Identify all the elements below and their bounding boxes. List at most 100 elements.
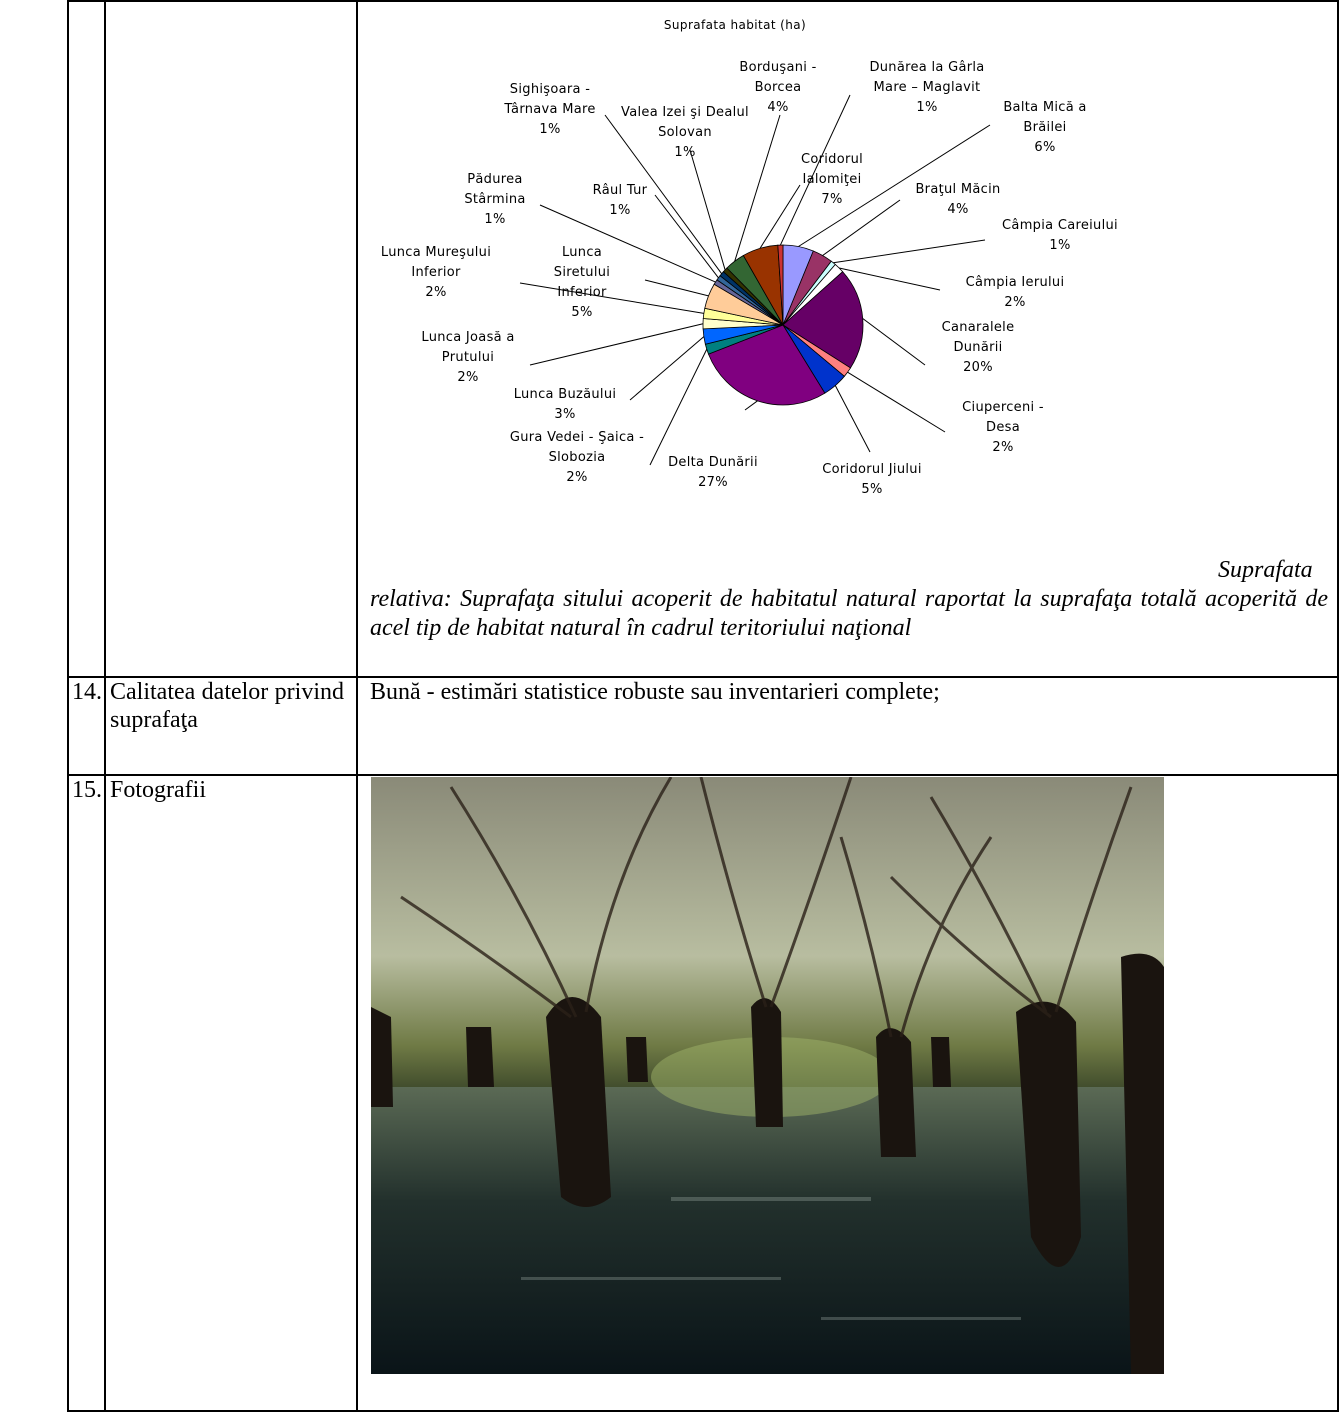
- slice-name: Lunca Joasă a Prutului: [421, 330, 515, 365]
- slice-percent: 4%: [767, 100, 789, 115]
- slice-percent: 20%: [963, 360, 993, 375]
- row-label: Fotografii: [110, 777, 206, 803]
- slice-label: Coridorul Jiului 5%: [817, 460, 927, 500]
- slice-label: Canaralele Dunării 20%: [933, 318, 1023, 378]
- leader-line: [744, 400, 758, 411]
- leader-line: [779, 94, 851, 246]
- table-border: [67, 0, 69, 1412]
- slice-name: Braţul Măcin: [915, 182, 1001, 197]
- slice-percent: 2%: [457, 370, 479, 385]
- slice-percent: 3%: [554, 407, 576, 422]
- row-number: 14.: [72, 679, 102, 705]
- slice-percent: 1%: [1049, 238, 1071, 253]
- slice-label: Câmpia Careiului 1%: [990, 216, 1130, 256]
- leader-line: [644, 279, 709, 297]
- row-value: Bună - estimări statistice robuste sau i…: [370, 679, 940, 705]
- slice-name: Borduşani - Borcea: [739, 60, 817, 95]
- slice-name: Canaralele Dunării: [941, 320, 1015, 355]
- slice-percent: 6%: [1034, 140, 1056, 155]
- leader-line: [529, 323, 704, 366]
- slice-name: Pădurea Stârmina: [464, 172, 526, 207]
- slice-label: Balta Mică a Brăilei 6%: [985, 98, 1105, 158]
- table-border: [67, 774, 1339, 776]
- slice-name: Gura Vedei - Şaica - Slobozia: [509, 430, 645, 465]
- slice-name: Câmpia Ierului: [965, 275, 1065, 290]
- slice-percent: 4%: [947, 202, 969, 217]
- leader-line: [689, 149, 726, 270]
- slice-name: Delta Dunării: [668, 455, 758, 470]
- slice-label: Râul Tur 1%: [580, 181, 660, 221]
- slice-percent: 1%: [539, 122, 561, 137]
- chart-plot: [519, 94, 991, 466]
- slice-name: Sighişoara - Târnava Mare: [504, 82, 596, 117]
- slice-percent: 1%: [609, 203, 631, 218]
- leader-line: [759, 184, 801, 249]
- leader-line: [862, 318, 926, 366]
- slice-name: Lunca Mureşului Inferior: [380, 245, 492, 280]
- slice-percent: 1%: [674, 145, 696, 160]
- slice-label: Lunca Mureşului Inferior 2%: [376, 243, 496, 303]
- slice-name: Râul Tur: [592, 183, 648, 198]
- slice-label: Pădurea Stârmina 1%: [445, 170, 545, 230]
- leader-line: [822, 199, 901, 256]
- slice-percent: 5%: [861, 482, 883, 497]
- slice-percent: 1%: [484, 212, 506, 227]
- photo: [371, 777, 1164, 1374]
- slice-label: Lunca Joasă a Prutului 2%: [403, 328, 533, 388]
- note: Suprafata relativa: Suprafaţa sitului ac…: [370, 557, 1328, 641]
- slice-name: Valea Izei şi Dealul Solovan: [621, 105, 749, 140]
- leader-line: [519, 282, 704, 314]
- slice-label: Lunca Siretului Inferior 5%: [532, 243, 632, 323]
- slice-name: Câmpia Careiului: [1002, 218, 1118, 233]
- pie-slice: [707, 324, 826, 406]
- chart-title: Suprafata habitat (ha): [663, 18, 807, 32]
- pie-slice: [777, 244, 784, 326]
- leader-line: [734, 114, 781, 262]
- slice-label: Gura Vedei - Şaica - Slobozia 2%: [507, 428, 647, 488]
- slice-percent: 27%: [698, 475, 728, 490]
- slice-label: Delta Dunării 27%: [663, 453, 763, 493]
- row-number: 15.: [72, 777, 102, 803]
- slice-name: Lunca Buzăului: [513, 387, 617, 402]
- leader-line: [629, 336, 705, 401]
- slice-label: Dunărea la Gârla Mare – Maglavit 1%: [852, 58, 1002, 118]
- row-label: Calitatea datelor privind suprafaţa: [110, 679, 344, 733]
- slice-percent: 2%: [425, 285, 447, 300]
- table-border: [104, 0, 106, 1412]
- chart: Suprafata habitat (ha) Balta Mică a Brăi…: [360, 0, 1338, 540]
- slice-label: Lunca Buzăului 3%: [510, 385, 620, 425]
- slice-percent: 2%: [566, 470, 588, 485]
- slice-percent: 7%: [821, 192, 843, 207]
- slice-name: Coridorul Ialomiţei: [800, 152, 864, 187]
- leader-line: [604, 114, 723, 274]
- slice-label: Câmpia Ierului 2%: [955, 273, 1075, 313]
- leader-line: [847, 371, 946, 433]
- table-border: [67, 1410, 1339, 1412]
- table-border: [356, 0, 358, 1412]
- slice-label: Sighişoara - Târnava Mare 1%: [495, 80, 605, 140]
- slice-name: Coridorul Jiului: [822, 462, 922, 477]
- slice-name: Dunărea la Gârla Mare – Maglavit: [869, 60, 985, 95]
- leader-line: [833, 239, 986, 264]
- slice-percent: 5%: [571, 305, 593, 320]
- leader-line: [654, 194, 719, 279]
- slice-label: Borduşani - Borcea 4%: [733, 58, 823, 118]
- leader-line: [839, 267, 941, 291]
- leader-line: [539, 204, 716, 283]
- slice-percent: 2%: [992, 440, 1014, 455]
- slice-percent: 1%: [916, 100, 938, 115]
- table-border: [1337, 0, 1339, 1412]
- slice-name: Balta Mică a Brăilei: [1003, 100, 1087, 135]
- slice-label: Coridorul Ialomiţei 7%: [787, 150, 877, 210]
- table-border: [67, 676, 1339, 678]
- slice-label: Ciuperceni - Desa 2%: [953, 398, 1053, 458]
- leader-line: [834, 385, 871, 453]
- leader-line: [649, 349, 708, 466]
- slice-label: Braţul Măcin 4%: [903, 180, 1013, 220]
- slice-percent: 2%: [1004, 295, 1026, 310]
- leader-line: [798, 124, 991, 247]
- slice-label: Valea Izei şi Dealul Solovan 1%: [620, 103, 750, 163]
- table-border: [67, 0, 1339, 2]
- slice-name: Ciuperceni - Desa: [962, 400, 1044, 435]
